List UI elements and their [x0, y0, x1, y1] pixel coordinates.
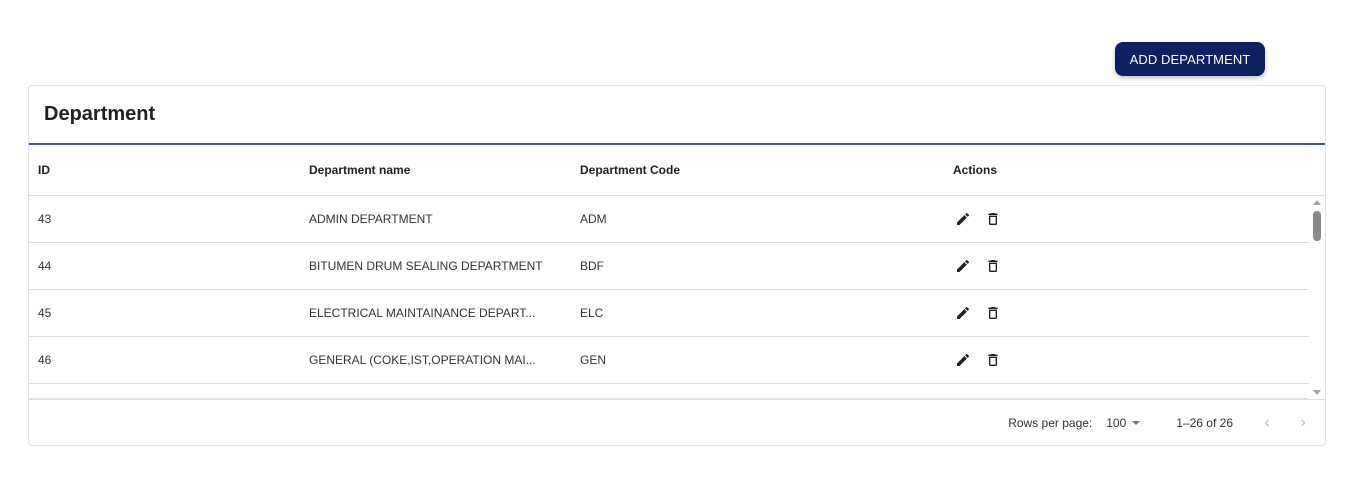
page-title: Department [44, 103, 156, 125]
card-header: Department [29, 86, 1325, 145]
cell-name: BITUMEN DRUM SEALING DEPARTMENT [309, 259, 543, 273]
table-row[interactable]: 46 GENERAL (COKE,IST,OPERATION MAI... GE… [29, 337, 1311, 384]
rows-per-page-value: 100 [1106, 415, 1127, 430]
edit-icon[interactable] [953, 350, 973, 370]
table-row-partial [29, 384, 1311, 399]
table-row[interactable]: 45 ELECTRICAL MAINTAINANCE DEPART... ELC [29, 290, 1311, 337]
caret-down-icon [1132, 420, 1141, 425]
edit-icon[interactable] [953, 209, 973, 229]
next-page-button[interactable]: › [1300, 413, 1306, 431]
cell-name: ELECTRICAL MAINTAINANCE DEPART... [309, 306, 536, 320]
column-header-actions: Actions [953, 163, 998, 177]
cell-name: ADMIN DEPARTMENT [309, 212, 433, 226]
table-scrollbar[interactable] [1309, 196, 1325, 399]
table-row[interactable]: 44 BITUMEN DRUM SEALING DEPARTMENT BDF [29, 243, 1311, 290]
delete-icon[interactable] [983, 303, 1003, 323]
cell-code: GEN [580, 353, 607, 367]
cell-id: 45 [38, 306, 52, 320]
scroll-up-arrow-icon[interactable] [1313, 200, 1321, 205]
cell-actions [944, 303, 1144, 323]
table-row[interactable]: 43 ADMIN DEPARTMENT ADM [29, 196, 1311, 243]
pagination-range: 1–26 of 26 [1176, 415, 1233, 430]
scroll-down-arrow-icon[interactable] [1313, 390, 1321, 395]
rows-per-page-select[interactable]: 100 [1106, 415, 1141, 430]
column-header-name[interactable]: Department name [309, 163, 411, 177]
rows-per-page-label: Rows per page: [1008, 415, 1093, 430]
cell-actions [944, 256, 1144, 276]
department-table: ID Department name Department Code Actio… [29, 145, 1325, 399]
cell-code: ADM [580, 212, 607, 226]
previous-page-button[interactable]: ‹ [1264, 413, 1270, 431]
cell-id: 43 [38, 212, 52, 226]
cell-code: BDF [580, 259, 604, 273]
cell-code: ELC [580, 306, 604, 320]
department-card: Department ID Department name Department… [28, 85, 1326, 446]
column-header-id[interactable]: ID [38, 163, 50, 177]
cell-actions [944, 350, 1144, 370]
edit-icon[interactable] [953, 303, 973, 323]
cell-actions [944, 209, 1144, 229]
edit-icon[interactable] [953, 256, 973, 276]
delete-icon[interactable] [983, 256, 1003, 276]
scrollbar-thumb[interactable] [1313, 211, 1321, 241]
delete-icon[interactable] [983, 209, 1003, 229]
cell-id: 44 [38, 259, 52, 273]
cell-id: 46 [38, 353, 52, 367]
column-header-code[interactable]: Department Code [580, 163, 681, 177]
table-header-row: ID Department name Department Code Actio… [29, 145, 1325, 196]
add-department-button[interactable]: ADD DEPARTMENT [1115, 42, 1265, 76]
table-pagination: Rows per page: 100 1–26 of 26 ‹ › [29, 399, 1325, 445]
cell-name: GENERAL (COKE,IST,OPERATION MAI... [309, 353, 536, 367]
delete-icon[interactable] [983, 350, 1003, 370]
